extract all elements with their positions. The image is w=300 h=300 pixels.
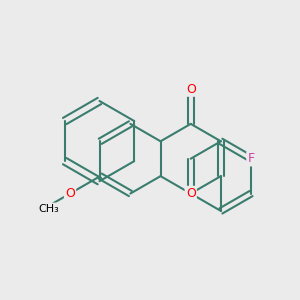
Text: O: O bbox=[186, 82, 196, 95]
Text: O: O bbox=[186, 187, 196, 200]
Text: O: O bbox=[65, 187, 75, 200]
Text: CH₃: CH₃ bbox=[39, 204, 59, 214]
Text: F: F bbox=[248, 152, 255, 165]
